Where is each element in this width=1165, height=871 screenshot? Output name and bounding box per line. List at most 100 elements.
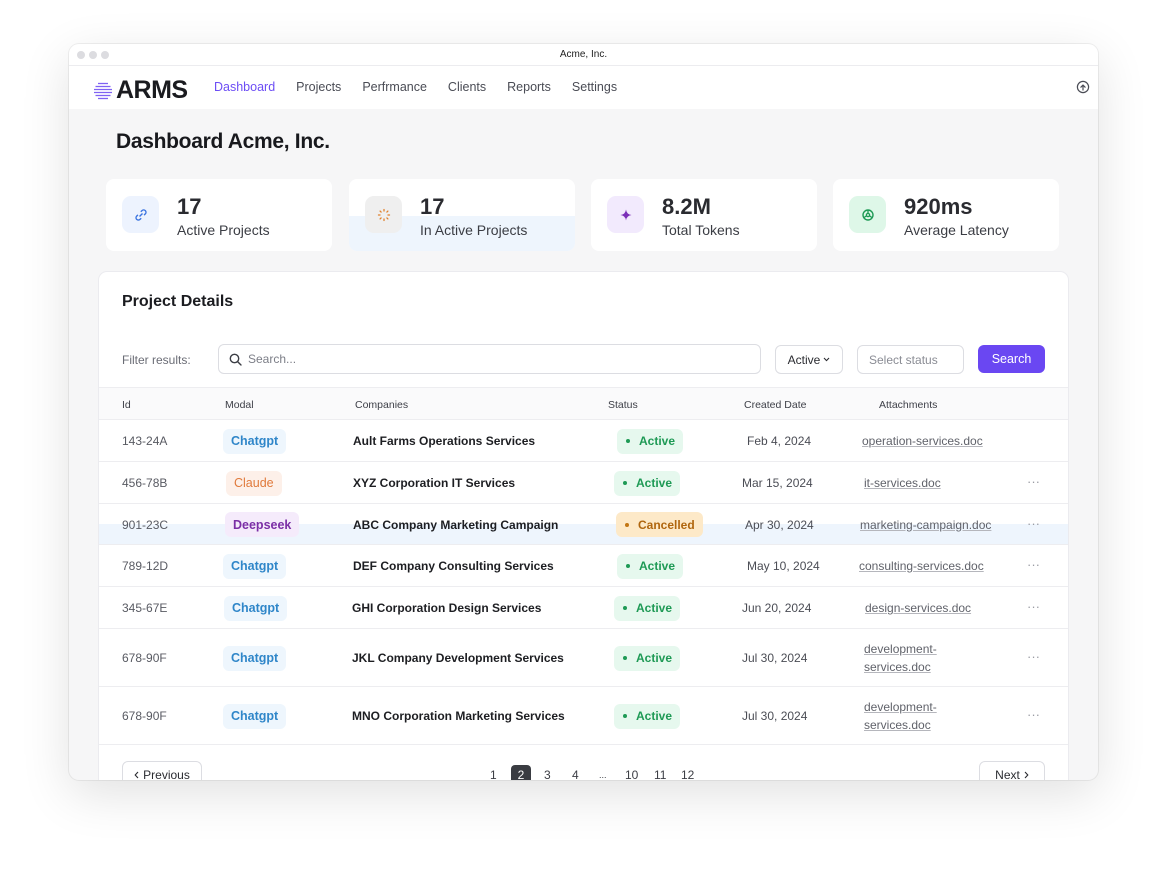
model-badge: Chatgpt: [224, 595, 288, 621]
active-filter-dropdown[interactable]: Active: [775, 345, 843, 374]
cell-id: 456-78B: [122, 476, 168, 490]
cell-date: Feb 4, 2024: [747, 434, 812, 448]
attachment-text: it-services.doc: [864, 476, 941, 490]
column-header-attachments[interactable]: Attachments: [879, 399, 938, 411]
cell-date: Apr 30, 2024: [745, 517, 814, 532]
status-label: Active: [636, 476, 673, 490]
previous-label: Previous: [143, 768, 190, 780]
link-icon: [134, 208, 147, 221]
more-options-icon[interactable]: ···: [1027, 515, 1040, 531]
stat-label: Active Projects: [177, 222, 270, 238]
search-icon: [229, 353, 242, 366]
table-row[interactable]: 678-90F Chatgpt MNO Corporation Marketing …: [99, 687, 1068, 745]
stat-value: 17: [420, 194, 445, 219]
cell-id: 345-67E: [122, 601, 168, 615]
table-row[interactable]: 456-78B Claude XYZ Corporation IT Services…: [99, 462, 1068, 504]
stat-value: 920ms: [904, 194, 973, 219]
nav-item-perfrmance[interactable]: Perfrmance: [362, 80, 427, 94]
page-4[interactable]: 4: [572, 768, 579, 780]
sparkle-icon: [620, 209, 631, 220]
column-header-modal[interactable]: Modal: [225, 399, 254, 411]
minimize-window-button[interactable]: [89, 51, 97, 59]
stat-value: 17: [177, 194, 202, 219]
stat-value: 8.2M: [662, 194, 711, 219]
nav-item-projects[interactable]: Projects: [296, 80, 342, 94]
stat-card: 920ms Average Latency: [833, 179, 1059, 251]
cell-date: Jul 30, 2024: [742, 709, 808, 723]
page-3[interactable]: 3: [544, 768, 551, 780]
status-select[interactable]: Select status: [857, 345, 964, 374]
search-field[interactable]: [218, 344, 761, 374]
active-filter-value: Active: [787, 352, 821, 367]
attachment-link[interactable]: marketing-campaign.doc: [860, 516, 991, 534]
cell-company: DEF Company Consulting Services: [353, 559, 554, 573]
next-page-button[interactable]: Next: [979, 761, 1045, 780]
cell-company: MNO Corporation Marketing Services: [352, 709, 565, 723]
attachment-link[interactable]: design-services.doc: [865, 599, 971, 617]
attachment-text: services.doc: [864, 718, 931, 732]
attachment-text: marketing-campaign.doc: [860, 517, 992, 532]
nav-item-dashboard[interactable]: Dashboard: [214, 80, 276, 94]
more-options-icon[interactable]: ···: [1027, 474, 1040, 489]
table-row[interactable]: 143-24A Chatgpt Ault Farms Operations Serv…: [99, 420, 1068, 462]
top-nav: ARMS Dashboard Projects Perfrmance Clients R…: [69, 66, 1098, 109]
status-dot-icon: [623, 656, 627, 660]
more-options-icon[interactable]: ···: [1027, 599, 1040, 614]
page-2[interactable]: 2: [511, 765, 531, 780]
cell-id: 678-90F: [122, 651, 167, 665]
page-1[interactable]: 1: [490, 768, 497, 780]
cell-date: Jul 30, 2024: [742, 651, 808, 665]
nav-item-clients[interactable]: Clients: [447, 80, 487, 94]
nav-item-settings[interactable]: Settings: [571, 80, 618, 94]
brand-logo[interactable]: ARMS: [93, 76, 188, 105]
table-header: Id Modal Companies Status Created Date Attach…: [99, 387, 1068, 420]
attachment-text: services.doc: [864, 660, 931, 674]
brand-name: ARMS: [116, 76, 188, 104]
table-row[interactable]: 678-90F Chatgpt JKL Company Development Se…: [99, 629, 1068, 687]
filter-label: Filter results:: [122, 353, 191, 367]
column-header-companies[interactable]: Companies: [355, 399, 409, 411]
table-row[interactable]: 789-12D Chatgpt DEF Company Consulting Ser…: [99, 545, 1068, 587]
attachment-link[interactable]: operation-services.doc: [862, 432, 983, 450]
more-options-icon[interactable]: ···: [1027, 557, 1040, 572]
status-dot-icon: [626, 564, 630, 568]
search-button[interactable]: Search: [978, 345, 1045, 373]
maximize-window-button[interactable]: [101, 51, 109, 59]
help-icon[interactable]: [1076, 80, 1090, 94]
project-details-panel: Project Details Filter results: Active S…: [99, 272, 1068, 780]
pagination: Previous Next 1 2 3 4... 10 11 12: [99, 744, 1068, 780]
page-11[interactable]: 11: [654, 768, 667, 780]
status-badge: Active: [617, 428, 684, 454]
attachment-link[interactable]: development-services.doc: [864, 698, 937, 734]
panel-title: Project Details: [122, 293, 234, 310]
stat-label: Average Latency: [904, 222, 1009, 238]
cell-company: Ault Farms Operations Services: [353, 434, 536, 448]
page-12[interactable]: 12: [681, 768, 695, 780]
model-badge: Chatgpt: [223, 553, 287, 579]
stat-label: Total Tokens: [662, 222, 740, 238]
attachment-link[interactable]: it-services.doc: [864, 474, 941, 492]
more-options-icon[interactable]: ···: [1027, 649, 1040, 664]
next-label: Next: [995, 768, 1020, 780]
nav-item-reports[interactable]: Reports: [507, 80, 551, 94]
title-bar: Acme, Inc.: [69, 44, 1098, 66]
page-10[interactable]: 10: [625, 768, 639, 780]
column-header-id[interactable]: Id: [122, 399, 131, 411]
column-header-status[interactable]: Status: [608, 399, 638, 411]
status-badge: Active: [614, 645, 681, 671]
table-row[interactable]: 901-23C Deepseek ABC Company Marketing Cam…: [99, 504, 1068, 545]
previous-page-button[interactable]: Previous: [122, 761, 202, 780]
attachment-link[interactable]: consulting-services.doc: [859, 557, 984, 575]
column-header-created-date[interactable]: Created Date: [744, 399, 807, 411]
table-row[interactable]: 345-67E Chatgpt GHI Corporation Design Ser…: [99, 587, 1068, 629]
model-badge: Chatgpt: [223, 428, 287, 454]
status-badge: Active: [614, 595, 681, 621]
window-controls[interactable]: [77, 51, 109, 59]
close-window-button[interactable]: [77, 51, 85, 59]
logo-mark-icon: [94, 82, 112, 99]
attachment-text: consulting-services.doc: [859, 559, 984, 573]
search-input[interactable]: [248, 352, 728, 366]
attachment-link[interactable]: development-services.doc: [864, 640, 937, 676]
more-options-icon[interactable]: ···: [1027, 707, 1040, 722]
cell-company: GHI Corporation Design Services: [352, 601, 542, 615]
